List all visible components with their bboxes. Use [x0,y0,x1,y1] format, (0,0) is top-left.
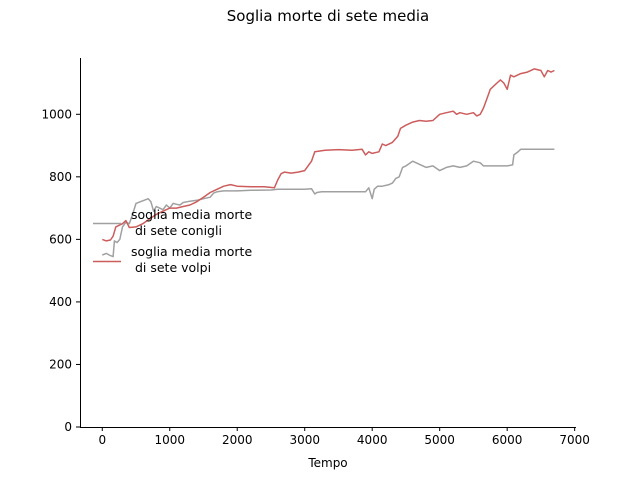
y-tick-label: 200 [49,357,72,371]
legend-label-line: di sete volpi [131,260,211,275]
x-tick-label: 5000 [424,433,455,447]
y-ticks: 0 200 400 600 800 1000 [41,107,80,434]
y-tick-label: 600 [49,232,72,246]
x-tick-label: 3000 [289,433,320,447]
y-tick-label: 800 [49,170,72,184]
y-tick-label: 1000 [41,107,72,121]
x-tick-label: 1000 [154,433,185,447]
x-tick-label: 6000 [492,433,523,447]
x-axis-label: Tempo [307,456,347,470]
legend-label-line: soglia media morte [131,244,252,259]
legend-label-conigli: soglia media morte di sete conigli [131,207,252,238]
series-layer [102,68,555,258]
x-tick-label: 4000 [357,433,388,447]
y-tick-label: 0 [64,420,72,434]
series-line-volpi [102,68,555,242]
x-tick-label: 2000 [222,433,253,447]
y-tick-label: 400 [49,295,72,309]
x-ticks: 0 1000 2000 3000 4000 5000 6000 7000 [98,427,590,447]
x-tick-label: 7000 [559,433,590,447]
legend: soglia media morte di sete coniglisoglia… [93,207,252,275]
legend-label-line: soglia media morte [131,207,252,222]
legend-label-line: di sete conigli [131,223,222,238]
x-tick-label: 0 [98,433,106,447]
series-line-conigli [102,148,555,258]
legend-label-volpi: soglia media morte di sete volpi [131,244,252,275]
chart-title: Soglia morte di sete media [227,7,429,25]
